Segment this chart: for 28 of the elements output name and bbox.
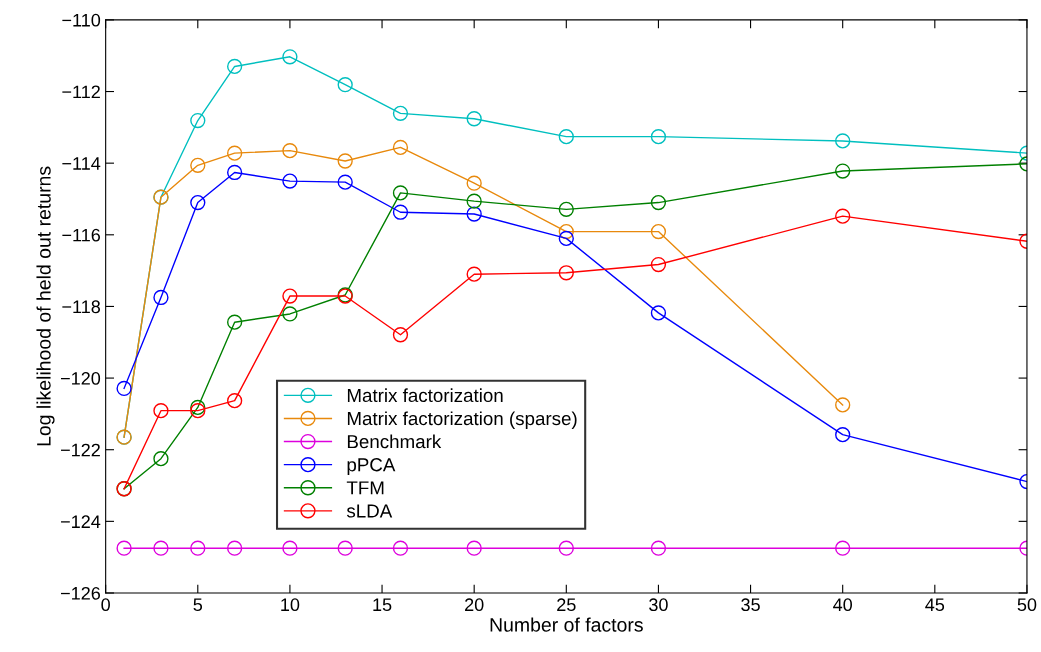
y-tick-label: −124 (61, 515, 101, 528)
x-tick-label: 40 (833, 598, 853, 612)
x-tick-label: 5 (193, 598, 203, 612)
y-tick-label: −122 (61, 443, 100, 457)
y-axis-title: Log likelihood of held out returns (36, 166, 55, 446)
y-tick-label: −114 (62, 157, 101, 170)
x-tick-label: 30 (649, 598, 668, 612)
legend-label: Benchmark (347, 434, 442, 449)
y-tick-label: −112 (62, 85, 100, 99)
legend-label: TFM (346, 481, 384, 495)
x-tick-label: 50 (1017, 598, 1037, 612)
legend-label: Matrix factorization (347, 388, 503, 403)
x-tick-label: 20 (465, 598, 484, 612)
y-tick-label: −116 (62, 228, 101, 242)
y-tick-label: −120 (61, 372, 101, 385)
x-tick-label: 0 (101, 598, 110, 612)
y-tick-label: −118 (62, 300, 101, 314)
x-tick-label: 15 (373, 598, 392, 612)
legend-label: pPCA (347, 458, 396, 476)
x-tick-label: 45 (925, 598, 945, 612)
x-tick-label: 10 (281, 598, 300, 612)
x-tick-label: 35 (741, 598, 760, 612)
x-axis-title: Number of factors (490, 617, 643, 632)
legend-label: Matrix factorization (sparse) (347, 411, 577, 429)
y-tick-label: −126 (61, 586, 101, 600)
y-tick-label: −110 (62, 13, 101, 27)
legend-label: sLDA (346, 504, 393, 518)
x-tick-label: 25 (557, 598, 576, 612)
